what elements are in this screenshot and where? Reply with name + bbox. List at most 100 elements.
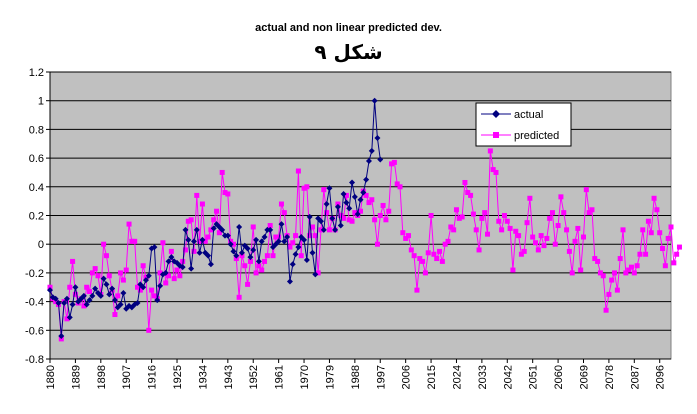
data-point-predicted bbox=[631, 270, 637, 276]
data-point-predicted bbox=[346, 217, 352, 223]
data-point-predicted bbox=[123, 267, 129, 273]
data-point-predicted bbox=[405, 233, 411, 239]
data-point-predicted bbox=[202, 238, 208, 244]
data-point-predicted bbox=[163, 280, 169, 286]
data-point-predicted bbox=[374, 241, 380, 247]
legend-actual-label: actual bbox=[514, 109, 543, 121]
data-point-predicted bbox=[89, 270, 95, 276]
data-point-predicted bbox=[547, 215, 553, 221]
data-point-predicted bbox=[293, 233, 299, 239]
data-point-predicted bbox=[199, 201, 205, 207]
data-point-actual bbox=[334, 203, 341, 210]
data-point-actual bbox=[349, 179, 356, 186]
data-point-actual bbox=[47, 287, 53, 294]
data-point-actual bbox=[306, 213, 313, 220]
x-tick-label: 1961 bbox=[274, 365, 286, 389]
data-point-predicted bbox=[245, 281, 251, 287]
data-point-predicted bbox=[634, 263, 640, 269]
legend-actual-marker bbox=[492, 110, 500, 118]
data-point-predicted bbox=[278, 201, 284, 207]
data-point-predicted bbox=[349, 218, 355, 224]
x-tick-label: 2024 bbox=[451, 365, 463, 389]
data-point-predicted bbox=[482, 210, 488, 216]
data-point-predicted bbox=[81, 303, 87, 309]
data-point-actual bbox=[83, 301, 90, 308]
data-point-actual bbox=[140, 284, 147, 291]
data-point-predicted bbox=[623, 270, 629, 276]
data-point-predicted bbox=[496, 218, 502, 224]
data-point-predicted bbox=[628, 264, 634, 270]
data-point-predicted bbox=[411, 253, 417, 259]
data-point-predicted bbox=[609, 277, 615, 283]
data-point-predicted bbox=[660, 246, 666, 252]
data-point-predicted bbox=[485, 231, 491, 237]
data-point-predicted bbox=[129, 238, 135, 244]
data-point-predicted bbox=[391, 159, 397, 165]
data-point-predicted bbox=[442, 241, 448, 247]
data-point-predicted bbox=[287, 244, 293, 250]
data-point-predicted bbox=[149, 287, 155, 293]
data-point-predicted bbox=[456, 215, 462, 221]
data-point-actual bbox=[145, 272, 152, 279]
data-point-predicted bbox=[535, 247, 541, 253]
x-tick-label: 1934 bbox=[197, 365, 209, 389]
data-point-predicted bbox=[428, 213, 434, 218]
data-point-predicted bbox=[620, 227, 626, 233]
data-point-predicted bbox=[544, 235, 550, 241]
data-point-actual bbox=[253, 236, 260, 243]
data-point-predicted bbox=[493, 169, 499, 175]
data-point-actual bbox=[151, 244, 158, 251]
data-point-actual bbox=[247, 254, 254, 261]
data-point-predicted bbox=[166, 273, 172, 279]
data-point-actual bbox=[117, 301, 124, 308]
data-point-predicted bbox=[538, 233, 544, 239]
x-tick-label: 2006 bbox=[401, 365, 413, 389]
data-point-predicted bbox=[92, 266, 98, 272]
data-point-predicted bbox=[168, 248, 174, 254]
data-point-predicted bbox=[389, 161, 395, 167]
data-point-predicted bbox=[295, 168, 301, 174]
data-point-actual bbox=[165, 258, 172, 265]
data-point-predicted bbox=[600, 273, 606, 279]
data-point-actual bbox=[227, 241, 234, 248]
y-axis: -0.8 -0.6 -0.4 -0.2 0 0.2 0.4 0.6 0.8 1 1.2 bbox=[25, 67, 51, 366]
y-tick-label: 0 bbox=[38, 239, 44, 251]
data-point-predicted bbox=[87, 289, 93, 295]
data-point-actual bbox=[230, 248, 237, 255]
y-tick-label: 0.2 bbox=[29, 211, 44, 223]
data-point-predicted bbox=[468, 192, 474, 198]
data-point-predicted bbox=[70, 258, 76, 264]
data-point-actual bbox=[292, 251, 299, 258]
data-point-predicted bbox=[648, 230, 654, 236]
data-point-actual bbox=[365, 157, 372, 164]
data-point-actual bbox=[103, 281, 110, 288]
data-point-predicted bbox=[507, 225, 513, 231]
x-tick-label: 1916 bbox=[147, 365, 159, 389]
x-tick-label: 1889 bbox=[70, 365, 82, 389]
data-point-predicted bbox=[431, 251, 437, 257]
data-point-predicted bbox=[595, 258, 601, 264]
data-point-predicted bbox=[126, 221, 132, 227]
data-point-actual bbox=[72, 284, 79, 291]
data-point-predicted bbox=[451, 227, 457, 233]
data-point-predicted bbox=[569, 270, 575, 276]
data-point-actual bbox=[286, 278, 293, 285]
data-point-actual bbox=[69, 301, 76, 308]
x-tick-label: 1952 bbox=[248, 365, 260, 389]
data-point-actual bbox=[92, 285, 99, 292]
data-point-actual bbox=[63, 295, 70, 302]
data-point-predicted bbox=[262, 258, 268, 264]
data-point-predicted bbox=[358, 208, 363, 214]
data-point-predicted bbox=[338, 213, 344, 218]
data-point-predicted bbox=[626, 267, 632, 273]
data-point-predicted bbox=[101, 241, 107, 247]
data-point-actual bbox=[346, 205, 353, 212]
data-point-predicted bbox=[341, 215, 347, 221]
data-point-predicted bbox=[637, 251, 643, 257]
data-point-actual bbox=[371, 97, 378, 104]
data-point-actual bbox=[261, 234, 268, 241]
data-point-predicted bbox=[513, 228, 519, 234]
data-point-predicted bbox=[645, 218, 651, 224]
data-point-predicted bbox=[182, 247, 188, 253]
data-point-predicted bbox=[439, 258, 445, 264]
